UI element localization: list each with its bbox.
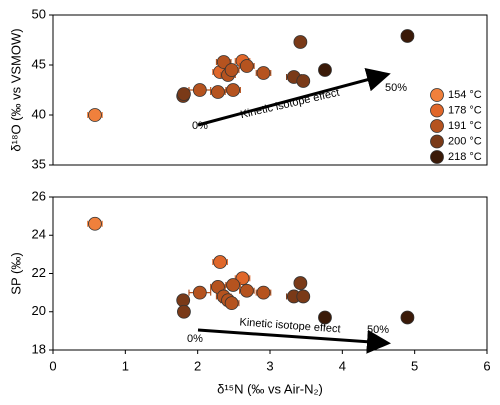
y-tick-label: 22 xyxy=(32,265,46,280)
x-tick-label: 5 xyxy=(411,358,418,373)
y-tick-label: 40 xyxy=(32,106,46,121)
annotation: 50% xyxy=(385,82,407,94)
data-point xyxy=(177,304,191,319)
legend-swatch xyxy=(430,88,444,102)
data-point xyxy=(318,310,332,325)
y-axis-label: δ¹⁸O (‰ vs VSMOW) xyxy=(8,28,23,151)
data-point xyxy=(293,35,308,49)
x-tick-label: 3 xyxy=(266,358,273,373)
x-tick-label: 4 xyxy=(339,358,346,373)
annotation: 0% xyxy=(192,120,208,132)
data-point xyxy=(256,66,271,80)
data-point xyxy=(211,85,225,99)
x-tick-label: 2 xyxy=(194,358,201,373)
x-tick-label: 1 xyxy=(122,358,129,373)
legend-swatch xyxy=(430,150,444,164)
annotation: 50% xyxy=(367,324,389,336)
data-point xyxy=(224,296,239,311)
data-point xyxy=(88,216,102,231)
data-point xyxy=(256,285,271,300)
y-tick-label: 50 xyxy=(32,6,46,21)
plot-frame xyxy=(52,14,488,166)
annotation: Kinetic isotope effect xyxy=(239,87,340,121)
data-point xyxy=(192,285,207,300)
data-point xyxy=(296,74,311,88)
data-point xyxy=(176,293,191,308)
annotation: 0% xyxy=(187,333,203,345)
data-point xyxy=(239,59,254,73)
data-point xyxy=(88,108,102,122)
legend-label: 178 °C xyxy=(448,104,482,116)
legend-label: 218 °C xyxy=(448,151,482,163)
data-point xyxy=(226,83,241,97)
y-tick-label: 35 xyxy=(32,156,46,171)
legend-swatch xyxy=(430,134,444,149)
data-point xyxy=(226,278,241,292)
y-tick-label: 45 xyxy=(32,56,46,71)
legend-label: 191 °C xyxy=(448,120,482,132)
data-point xyxy=(400,310,415,325)
data-point xyxy=(224,63,239,77)
legend-swatch xyxy=(430,103,444,118)
data-point xyxy=(296,289,311,304)
kie-arrow xyxy=(197,328,391,354)
legend-label: 154 °C xyxy=(448,89,482,101)
data-point xyxy=(239,283,254,298)
data-point xyxy=(177,87,191,101)
legend-swatch xyxy=(430,119,444,133)
data-point xyxy=(235,271,250,286)
x-tick-label: 0 xyxy=(49,358,56,373)
legend-label: 200 °C xyxy=(448,135,482,147)
data-point xyxy=(318,63,332,77)
data-point xyxy=(213,255,227,269)
data-point xyxy=(293,276,308,290)
kie-arrow xyxy=(197,68,391,127)
data-point xyxy=(400,29,415,43)
y-tick-label: 26 xyxy=(32,188,46,203)
x-tick-label: 6 xyxy=(483,358,490,373)
x-axis-label: δ¹⁵N (‰ vs Air-N₂) xyxy=(217,381,323,396)
data-point xyxy=(192,83,207,97)
y-tick-label: 24 xyxy=(32,227,46,242)
y-tick-label: 18 xyxy=(32,341,46,356)
y-tick-label: 20 xyxy=(32,303,46,318)
y-axis-label: SP (‰) xyxy=(8,252,23,294)
